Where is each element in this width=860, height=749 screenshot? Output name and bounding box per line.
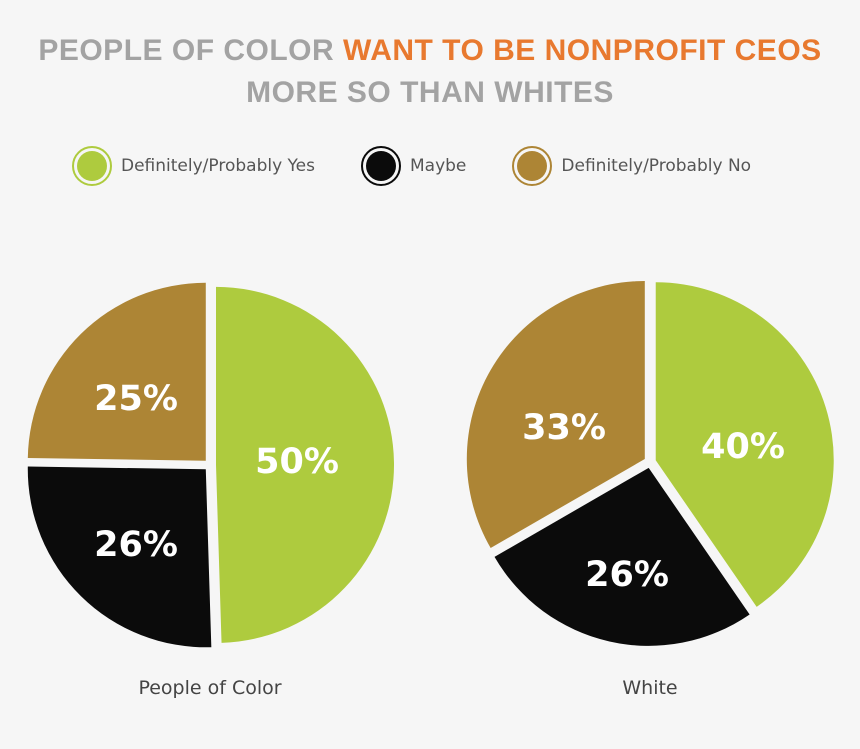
title-accent-part: WANT TO BE NONPROFIT CEOS	[343, 34, 822, 67]
legend-swatch-no	[512, 146, 553, 186]
pie-white: 40% 26% 33% White	[466, 281, 834, 699]
slice-label-white-definitely-probably-yes: 40%	[701, 427, 785, 467]
legend: Definitely/Probably Yes Maybe Definitely…	[72, 146, 751, 186]
legend-label-no: Definitely/Probably No	[561, 156, 752, 176]
pie-slice-white-definitely-probably-yes	[655, 282, 834, 607]
slice-label-white-definitely-probably-no: 33%	[522, 408, 606, 448]
chart-title-line-2: MORE SO THAN WHITES	[246, 76, 614, 109]
slice-label-people-of-color-maybe: 26%	[94, 525, 178, 565]
slice-label-people-of-color-definitely-probably-yes: 50%	[255, 442, 339, 482]
pie-slice-people-of-color-definitely-probably-yes	[215, 286, 395, 643]
legend-label-maybe: Maybe	[410, 156, 467, 176]
legend-swatch-yes	[72, 146, 112, 186]
pie-caption-people-of-color: People of Color	[138, 677, 281, 699]
pie-people-of-color: 50% 26% 25% People of Color	[27, 282, 395, 699]
legend-item-maybe: Maybe	[361, 146, 466, 186]
legend-item-no: Definitely/Probably No	[512, 146, 751, 186]
legend-swatch-maybe	[361, 146, 401, 186]
pie-slice-white-maybe	[494, 467, 750, 646]
slice-label-white-maybe: 26%	[585, 555, 669, 595]
pie-slice-white-definitely-probably-no	[466, 281, 645, 548]
title-gray-part: PEOPLE OF COLOR	[38, 34, 344, 67]
pie-slice-people-of-color-definitely-probably-no	[27, 282, 206, 461]
slice-label-people-of-color-definitely-probably-no: 25%	[94, 379, 178, 419]
legend-item-yes: Definitely/Probably Yes	[72, 146, 315, 186]
chart-title-line-1: PEOPLE OF COLOR WANT TO BE NONPROFIT CEO…	[0, 34, 860, 68]
pie-caption-white: White	[622, 677, 677, 699]
pie-slice-people-of-color-maybe	[27, 466, 212, 648]
legend-label-yes: Definitely/Probably Yes	[121, 156, 315, 176]
